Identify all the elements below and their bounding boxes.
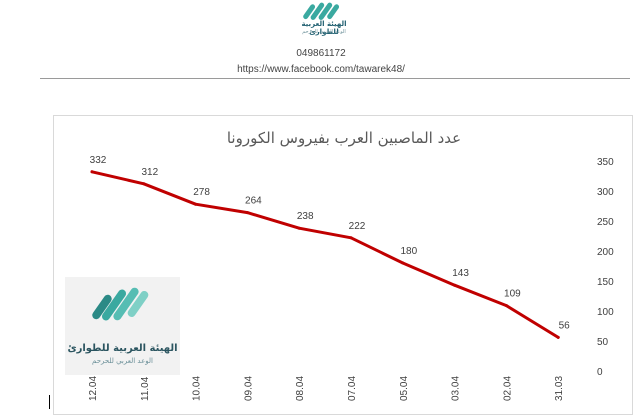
x-tick-label: 05.04 [399, 376, 410, 401]
data-point [90, 170, 94, 174]
watermark-logo: الهيئة العربية للطوارئ الوعد العربي للحر… [65, 277, 180, 375]
header-logo-text: الهيئة العربية للطوارئ [301, 20, 347, 36]
data-label: 312 [141, 167, 158, 178]
x-tick-label: 10.04 [192, 376, 203, 401]
x-tick-label: 08.04 [295, 376, 306, 401]
header-logo-subtext: الوعد العربي للحرحم [302, 29, 346, 35]
header-phone: 049861172 [296, 48, 346, 59]
y-tick-label: 150 [597, 277, 614, 288]
x-tick-label: 03.04 [451, 376, 462, 401]
data-point [245, 211, 249, 215]
data-point [297, 226, 301, 230]
x-tick-label: 07.04 [347, 376, 358, 401]
series-line [90, 170, 560, 339]
y-axis: 0 50 100 150 200 250 300 350 [597, 157, 614, 378]
watermark-logo-text: الهيئة العربية للطوارئ [67, 343, 178, 354]
data-label: 109 [504, 289, 521, 300]
x-tick-label: 12.04 [88, 376, 99, 401]
watermark-logo-icon [92, 287, 149, 321]
data-point [349, 236, 353, 240]
x-tick-label: 31.03 [554, 376, 565, 401]
data-point [453, 283, 457, 287]
data-label: 238 [297, 211, 314, 222]
header-url[interactable]: https://www.facebook.com/tawarek48/ [237, 64, 405, 75]
x-tick-label: 09.04 [243, 376, 254, 401]
header-divider [40, 78, 630, 79]
header-logo [285, 0, 360, 36]
y-tick-label: 200 [597, 247, 614, 258]
x-tick-label: 11.04 [140, 376, 151, 401]
data-point [556, 335, 560, 339]
data-label: 56 [559, 320, 571, 331]
data-label: 264 [245, 196, 262, 207]
data-label: 278 [193, 187, 210, 198]
header-logo-icon [303, 2, 340, 20]
data-label: 143 [452, 268, 469, 279]
data-label: 180 [400, 246, 417, 257]
x-tick-label: 02.04 [502, 376, 513, 401]
chart-title: عدد الماصبين العرب بفيروس الكورونا [227, 129, 461, 147]
y-tick-label: 250 [597, 217, 614, 228]
data-point [504, 304, 508, 308]
series-polyline [90, 170, 560, 339]
data-point [142, 182, 146, 186]
x-axis: 12.04 11.04 10.04 09.04 08.04 07.04 05.04 03.04… [88, 376, 565, 401]
y-tick-label: 350 [597, 157, 614, 168]
y-tick-label: 100 [597, 307, 614, 318]
data-label: 332 [90, 155, 107, 166]
watermark-logo-subtext: الوعد العربي للحرحم [92, 357, 153, 365]
data-point [401, 261, 405, 265]
y-tick-label: 0 [597, 367, 603, 378]
text-cursor [49, 395, 50, 409]
y-tick-label: 300 [597, 187, 614, 198]
y-tick-label: 50 [597, 337, 609, 348]
data-label: 222 [349, 221, 366, 232]
data-labels: 332 312 278 264 238 222 180 143 109 56 [90, 155, 571, 332]
data-point [194, 202, 198, 206]
